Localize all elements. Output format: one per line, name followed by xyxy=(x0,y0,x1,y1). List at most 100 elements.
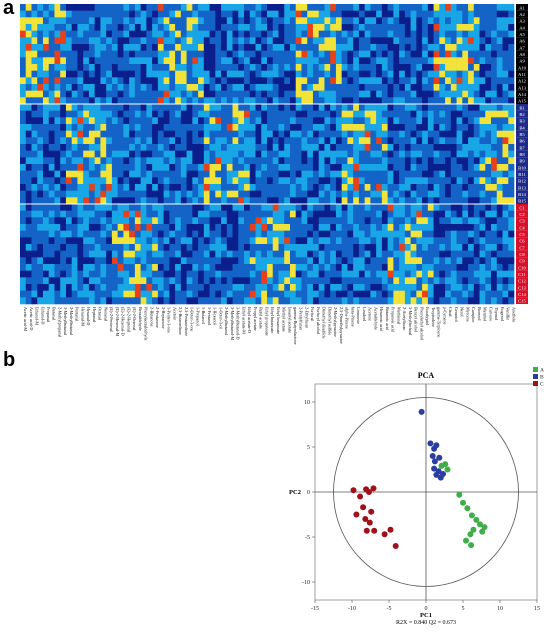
heatmap-cell xyxy=(146,230,153,238)
heatmap-cell xyxy=(301,124,308,131)
heatmap-cell xyxy=(192,217,199,225)
heatmap-cell xyxy=(399,250,406,258)
heatmap-cell xyxy=(347,190,354,198)
heatmap-cell xyxy=(358,10,365,18)
heatmap-cell xyxy=(358,230,365,238)
heatmap-cell xyxy=(312,297,319,305)
point-group-a xyxy=(456,491,463,498)
heatmap-cell xyxy=(267,284,274,291)
heatmap-cell xyxy=(312,144,319,151)
heatmap-cell xyxy=(180,150,187,158)
heatmap-cell xyxy=(491,64,498,71)
heatmap-cell xyxy=(462,217,469,225)
heatmap-cell xyxy=(48,64,55,71)
heatmap-cell xyxy=(48,150,55,158)
heatmap-cell xyxy=(307,44,314,51)
heatmap-cell xyxy=(485,104,492,111)
heatmap-cell xyxy=(140,10,147,18)
heatmap-cell xyxy=(192,224,199,231)
heatmap-cell xyxy=(502,244,509,251)
heatmap-cell xyxy=(249,270,256,278)
heatmap-cell xyxy=(226,44,233,51)
heatmap-cell xyxy=(462,30,469,38)
heatmap-cell xyxy=(77,257,84,265)
heatmap-cell xyxy=(387,137,394,145)
heatmap-cell xyxy=(71,10,78,18)
heatmap-cell xyxy=(198,110,205,118)
heatmap-cell xyxy=(456,57,463,65)
heatmap-cell xyxy=(129,197,136,205)
heatmap-cell xyxy=(502,104,509,111)
heatmap-cell xyxy=(94,197,101,205)
heatmap-cell xyxy=(169,117,176,125)
column-label: p-Cymene xyxy=(442,307,447,325)
heatmap-cell xyxy=(473,157,480,165)
heatmap-cell xyxy=(157,277,164,285)
heatmap-cell xyxy=(192,64,199,71)
heatmap-cell xyxy=(157,204,164,211)
heatmap-cell xyxy=(370,277,377,285)
heatmap-cell xyxy=(111,177,118,185)
heatmap-cell xyxy=(88,37,95,45)
heatmap-cell xyxy=(387,244,394,251)
heatmap-cell xyxy=(376,224,383,231)
heatmap-cell xyxy=(163,84,170,91)
heatmap-cell xyxy=(238,164,245,171)
heatmap-cell xyxy=(140,257,147,265)
heatmap-cell xyxy=(341,117,348,125)
heatmap-cell xyxy=(289,270,297,278)
heatmap-cell xyxy=(25,30,32,38)
heatmap-cell xyxy=(94,224,101,231)
heatmap-cell xyxy=(203,217,210,225)
heatmap-cell xyxy=(180,4,187,11)
heatmap-cell xyxy=(117,44,124,51)
heatmap-cell xyxy=(376,237,383,245)
heatmap-cell xyxy=(491,97,498,105)
heatmap-cell xyxy=(410,257,417,265)
row-label: A2 xyxy=(519,12,525,17)
heatmap-cell xyxy=(301,104,308,111)
heatmap-cell xyxy=(502,30,509,38)
heatmap-cell xyxy=(318,204,325,211)
row-label-box xyxy=(516,170,528,178)
heatmap-cell xyxy=(324,157,331,165)
heatmap-cell xyxy=(83,184,90,191)
heatmap-cell xyxy=(77,277,84,285)
heatmap-cell xyxy=(272,277,279,285)
row-label: A8 xyxy=(519,52,525,57)
heatmap-cell xyxy=(301,50,308,58)
heatmap-cell xyxy=(77,264,84,271)
heatmap-cell xyxy=(468,277,475,285)
heatmap-cell xyxy=(37,50,44,58)
heatmap-cell xyxy=(479,110,486,118)
heatmap-cell xyxy=(427,290,434,298)
heatmap-cell xyxy=(106,84,113,91)
heatmap-cell xyxy=(330,90,337,98)
heatmap-cell xyxy=(244,250,251,258)
heatmap-cell xyxy=(169,97,176,105)
heatmap-cell xyxy=(324,124,331,131)
heatmap-cell xyxy=(20,264,27,271)
heatmap-cell xyxy=(433,270,440,278)
heatmap-cell xyxy=(353,44,360,51)
heatmap-cell xyxy=(278,170,285,178)
heatmap-cell xyxy=(20,124,27,131)
heatmap-cell xyxy=(267,170,274,178)
heatmap-cell xyxy=(238,184,245,191)
heatmap-cell xyxy=(353,57,360,65)
heatmap-cell xyxy=(186,17,193,25)
heatmap-cell xyxy=(462,297,469,305)
heatmap-cell xyxy=(71,257,78,265)
heatmap-cell xyxy=(192,250,199,258)
heatmap-cell xyxy=(376,270,383,278)
heatmap-cell xyxy=(146,117,153,125)
heatmap-cell xyxy=(358,170,365,178)
heatmap-cell xyxy=(468,97,475,105)
heatmap-cell xyxy=(393,10,400,18)
heatmap-cell xyxy=(284,297,291,305)
heatmap-cell xyxy=(123,117,130,125)
row-label-box xyxy=(516,24,528,31)
heatmap-cell xyxy=(77,190,84,198)
heatmap-cell xyxy=(25,17,32,25)
heatmap-cell xyxy=(123,264,130,271)
